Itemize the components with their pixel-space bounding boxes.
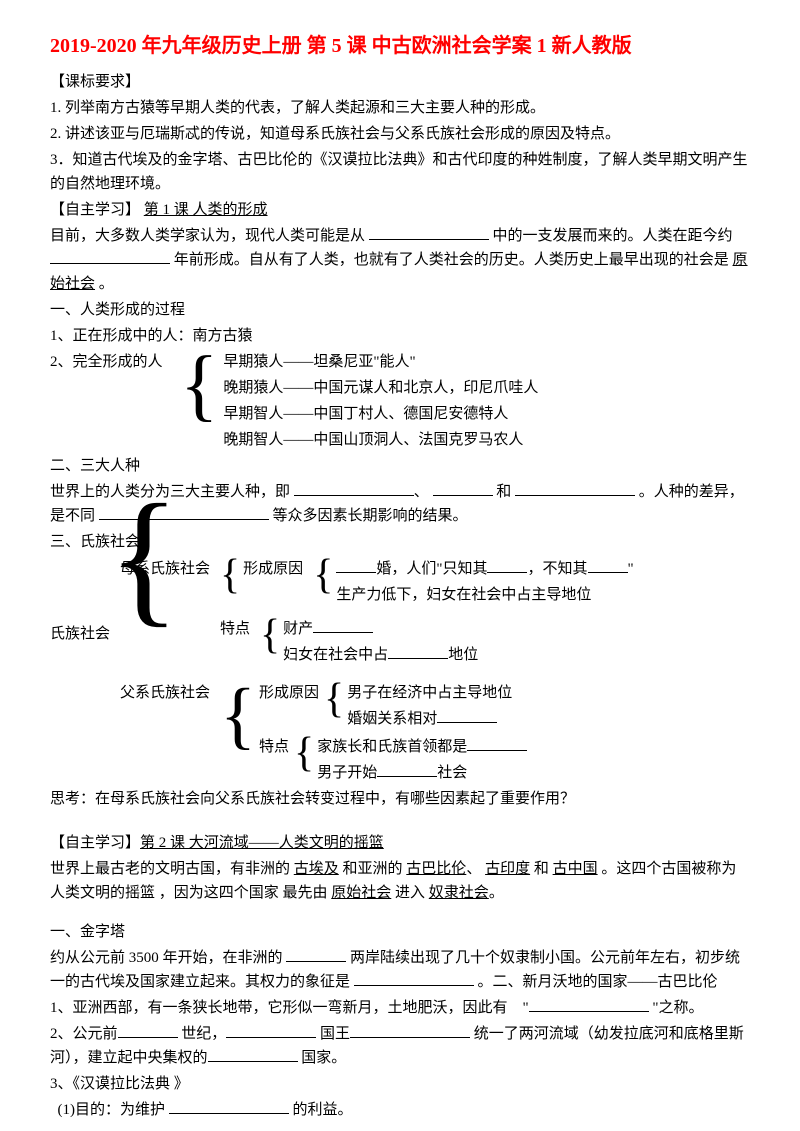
kebiao-item-3: 3．知道古代埃及的金字塔、古巴比伦的《汉谟拉比法典》和古代印度的种姓制度，了解人… [50, 148, 750, 196]
marriage-rel-line: 婚姻关系相对 [347, 707, 512, 731]
para-2: 世界上最古老的文明古国，有非洲的 古埃及 和亚洲的 古巴比伦、 古印度 和 古中… [50, 857, 750, 905]
low-productivity: 生产力低下，妇女在社会中占主导地位 [336, 583, 633, 607]
blank-input[interactable] [294, 495, 414, 496]
lesson-1-title: 第 1 课 人类的形成 [144, 202, 268, 218]
late-ape: 晚期猿人——中国元谋人和北京人，印尼爪哇人 [223, 376, 538, 400]
patrilineal-label: 父系氏族社会 [120, 681, 220, 705]
men-start-line: 男子开始社会 [317, 761, 527, 785]
early-wise: 早期智人——中国丁村人、德国尼安德特人 [223, 402, 538, 426]
women-position-line: 妇女在社会中占地位 [283, 643, 478, 667]
left-brace-icon: { [180, 345, 218, 425]
sec4-header: 一、金字塔 [50, 920, 750, 944]
blank-input[interactable] [354, 985, 474, 986]
left-brace-icon: { [313, 554, 333, 596]
left-brace-icon: { [220, 678, 256, 753]
think-question: 思考：在母系氏族社会向父系氏族社会转变过程中，有哪些因素起了重要作用？ [50, 787, 750, 811]
para-1: 目前，大多数人类学家认为，现代人类可能是从 中的一支发展而来的。人类在距今约 年… [50, 224, 750, 296]
blank-input[interactable] [515, 495, 635, 496]
clan-leader-line: 家族长和氏族首领都是 [317, 735, 527, 759]
slave-society: 奴隶社会 [429, 885, 489, 901]
blank-input[interactable] [350, 1037, 470, 1038]
feature-label: 特点 [220, 617, 260, 641]
sec4-line3a: (1)目的：为维护 的利益。 [50, 1098, 750, 1122]
blank-input[interactable] [226, 1037, 316, 1038]
left-brace-icon: { [324, 678, 344, 720]
blank-input[interactable] [169, 1113, 289, 1114]
blank-input[interactable] [388, 658, 448, 659]
men-dominate: 男子在经济中占主导地位 [347, 681, 512, 705]
blank-input[interactable] [437, 722, 497, 723]
blank-input[interactable] [467, 750, 527, 751]
blank-input[interactable] [313, 632, 373, 633]
sec4-line1: 1、亚洲西部，有一条狭长地带，它形似一弯新月，土地肥沃，因此有 " "之称。 [50, 996, 750, 1020]
left-brace-icon: { [294, 732, 314, 774]
ancient-egypt: 古埃及 [294, 861, 339, 877]
section-kebiao-header: 【课标要求】 [50, 70, 750, 94]
left-brace-icon: { [260, 614, 280, 656]
sec4-line3: 3、《汉谟拉比法典 》 [50, 1072, 750, 1096]
feature-label: 特点 [259, 735, 289, 759]
early-ape: 早期猿人——坦桑尼亚"能人" [223, 350, 538, 374]
blank-input[interactable] [487, 572, 527, 573]
ancient-india: 古印度 [485, 861, 530, 877]
blank-input[interactable] [433, 495, 493, 496]
blank-input[interactable] [369, 239, 489, 240]
blank-input[interactable] [118, 1037, 178, 1038]
kebiao-item-1: 1. 列举南方古猿等早期人类的代表，了解人类起源和三大主要人种的形成。 [50, 96, 750, 120]
kebiao-item-2: 2. 讲述该亚与厄瑞斯忒的传说，知道母系氏族社会与父系氏族社会形成的原因及特点。 [50, 122, 750, 146]
blank-input[interactable] [588, 572, 628, 573]
sec4-para1: 约从公元前 3500 年开始，在非洲的 两岸陆续出现了几十个奴隶制小国。公元前年… [50, 946, 750, 994]
blank-input[interactable] [50, 263, 170, 264]
ancient-babylon: 古巴比伦 [406, 861, 466, 877]
sec1-line2-label: 2、完全形成的人 [50, 350, 180, 374]
sec1-line1: 1、正在形成中的人：南方古猿 [50, 324, 750, 348]
zizhu-header-1: 【自主学习】 第 1 课 人类的形成 [50, 198, 750, 222]
form-reason-label: 形成原因 [243, 557, 303, 581]
left-brace-icon: { [220, 554, 240, 596]
marriage-line: 婚，人们"只知其，不知其" [336, 557, 633, 581]
property-line: 财产 [283, 617, 478, 641]
primitive-society-2: 原始社会 [331, 885, 391, 901]
blank-input[interactable] [377, 776, 437, 777]
zizhu-header-2: 【自主学习】第 2 课 大河流域——人类文明的摇篮 [50, 831, 750, 855]
blank-input[interactable] [529, 1011, 649, 1012]
document-title: 2019-2020 年九年级历史上册 第 5 课 中古欧洲社会学案 1 新人教版 [50, 30, 750, 62]
blank-input[interactable] [336, 572, 376, 573]
form-reason-label: 形成原因 [259, 681, 319, 705]
blank-input[interactable] [286, 961, 346, 962]
ancient-china: 古中国 [553, 861, 598, 877]
blank-input[interactable] [208, 1061, 298, 1062]
sec4-line2: 2、公元前 世纪， 国王 统一了两河流域（幼发拉底河和底格里斯河），建立起中央集… [50, 1022, 750, 1070]
lesson-2-title: 第 2 课 大河流域——人类文明的摇篮 [140, 835, 384, 851]
sec1-header: 一、人类形成的过程 [50, 298, 750, 322]
late-wise: 晚期智人——中国山顶洞人、法国克罗马农人 [223, 428, 538, 452]
